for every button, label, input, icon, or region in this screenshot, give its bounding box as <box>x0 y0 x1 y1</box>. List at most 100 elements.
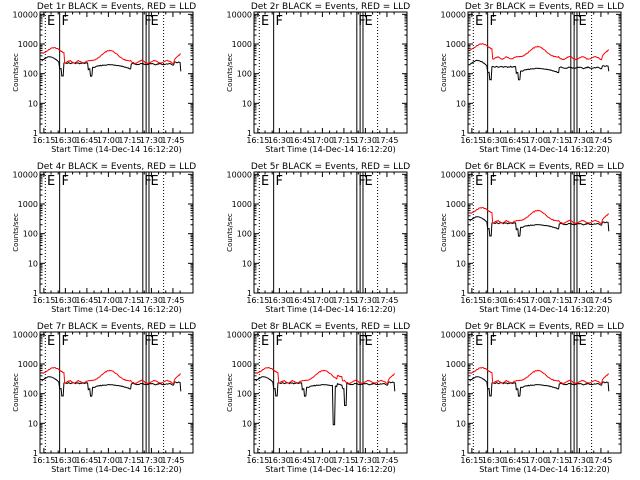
x-tick-label: 16:15 <box>246 456 269 465</box>
y-tick-label: 10 <box>242 419 252 428</box>
panel-title: Det 7r BLACK = Events, RED = LLD <box>37 322 196 332</box>
y-tick-label: 1000 <box>446 360 466 369</box>
x-tick-label: 17:00 <box>311 456 334 465</box>
x-tick-label: 16:15 <box>460 136 483 145</box>
marker-label: F <box>144 174 151 189</box>
y-tick-label: 1 <box>461 449 466 458</box>
plot-frame <box>39 171 194 294</box>
y-axis-label: Counts/sec <box>226 213 234 252</box>
panel-title: Det 6r BLACK = Events, RED = LLD <box>465 162 624 172</box>
plot-frame <box>253 11 408 134</box>
y-tick-label: 1 <box>461 129 466 138</box>
marker-label: E <box>365 174 373 189</box>
x-tick-label: 16:15 <box>460 456 483 465</box>
series-line-events <box>469 59 610 81</box>
marker-label: E <box>475 14 483 29</box>
y-tick-label: 10000 <box>441 170 466 179</box>
panel-8: Det 8r BLACK = Events, RED = LLD 1 10 100 10… <box>226 322 410 474</box>
y-tick-label: 1 <box>247 289 252 298</box>
y-tick-label: 100 <box>237 70 252 79</box>
y-tick-label: 10 <box>456 419 466 428</box>
marker-label: F <box>358 334 365 349</box>
x-tick-label: 16:45 <box>503 136 526 145</box>
panel-1: Det 1r BLACK = Events, RED = LLD 1 10 100 10… <box>12 2 196 154</box>
panel-title: Det 5r BLACK = Events, RED = LLD <box>251 162 410 172</box>
y-tick-label: 1000 <box>18 40 38 49</box>
x-tick-label: 17:30 <box>568 296 591 305</box>
x-tick-label: 17:45 <box>589 136 612 145</box>
series-line-lld <box>255 366 396 385</box>
plot-frame <box>467 171 622 294</box>
panel-9: Det 9r BLACK = Events, RED = LLD 1 10 100 10… <box>440 322 624 474</box>
x-tick-label: 17:15 <box>546 456 569 465</box>
panel-7: Det 7r BLACK = Events, RED = LLD 1 10 100 10… <box>12 322 196 474</box>
y-tick-label: 100 <box>451 70 466 79</box>
x-tick-label: 16:45 <box>289 456 312 465</box>
x-tick-label: 17:45 <box>161 456 184 465</box>
x-tick-label: 17:30 <box>568 136 591 145</box>
series-line-events <box>469 216 610 237</box>
x-tick-label: 16:15 <box>32 136 55 145</box>
x-tick-label: 17:15 <box>332 296 355 305</box>
marker-label: F <box>572 14 579 29</box>
x-tick-label: 16:15 <box>32 296 55 305</box>
marker-label: F <box>358 174 365 189</box>
marker-label: F <box>62 334 69 349</box>
y-axis-label: Counts/sec <box>226 373 234 412</box>
y-axis-label: Counts/sec <box>440 213 448 252</box>
marker-label: E <box>47 334 55 349</box>
x-tick-label: 17:45 <box>375 296 398 305</box>
y-tick-label: 10 <box>28 419 38 428</box>
y-tick-label: 10000 <box>13 330 38 339</box>
x-tick-label: 17:30 <box>140 296 163 305</box>
series-line-lld <box>41 46 182 65</box>
marker-label: F <box>358 14 365 29</box>
x-tick-label: 16:45 <box>75 136 98 145</box>
marker-label: E <box>151 334 159 349</box>
x-tick-label: 17:15 <box>118 456 141 465</box>
y-tick-label: 1000 <box>232 360 252 369</box>
y-tick-label: 1000 <box>446 200 466 209</box>
panel-5: Det 5r BLACK = Events, RED = LLD 1 10 100 10… <box>226 162 410 314</box>
y-tick-label: 10 <box>28 259 38 268</box>
x-tick-label: 16:30 <box>54 136 77 145</box>
marker-label: E <box>475 174 483 189</box>
plot-frame <box>39 331 194 454</box>
panel-title: Det 1r BLACK = Events, RED = LLD <box>37 2 196 12</box>
series-line-lld <box>469 206 610 225</box>
y-tick-label: 100 <box>23 390 38 399</box>
panel-title: Det 8r BLACK = Events, RED = LLD <box>251 322 410 332</box>
plot-frame <box>467 331 622 454</box>
x-tick-label: 17:30 <box>354 296 377 305</box>
x-tick-label: 17:30 <box>140 136 163 145</box>
x-tick-label: 17:15 <box>332 456 355 465</box>
marker-label: E <box>47 174 55 189</box>
x-tick-label: 17:15 <box>332 136 355 145</box>
x-tick-label: 16:30 <box>54 456 77 465</box>
y-tick-label: 1 <box>247 129 252 138</box>
y-tick-label: 1000 <box>18 360 38 369</box>
x-tick-label: 16:15 <box>32 456 55 465</box>
x-tick-label: 17:15 <box>118 136 141 145</box>
plot-frame <box>467 11 622 134</box>
x-axis-label: Start Time (14-Dec-14 16:12:20) <box>51 465 182 474</box>
x-axis-label: Start Time (14-Dec-14 16:12:20) <box>51 145 182 154</box>
panel-title: Det 2r BLACK = Events, RED = LLD <box>251 2 410 12</box>
x-tick-label: 17:00 <box>525 456 548 465</box>
marker-label: F <box>62 14 69 29</box>
y-tick-label: 100 <box>237 230 252 239</box>
marker-label: E <box>261 174 269 189</box>
y-tick-label: 10000 <box>441 10 466 19</box>
y-tick-label: 100 <box>451 390 466 399</box>
panel-4: Det 4r BLACK = Events, RED = LLD 1 10 100 10… <box>12 162 196 314</box>
marker-label: E <box>261 14 269 29</box>
plot-frame <box>253 171 408 294</box>
panel-2: Det 2r BLACK = Events, RED = LLD 1 10 100 10… <box>226 2 410 154</box>
marker-label: F <box>490 334 497 349</box>
marker-label: F <box>490 174 497 189</box>
y-tick-label: 100 <box>23 70 38 79</box>
marker-label: F <box>490 14 497 29</box>
marker-label: F <box>62 174 69 189</box>
y-tick-label: 10 <box>28 99 38 108</box>
